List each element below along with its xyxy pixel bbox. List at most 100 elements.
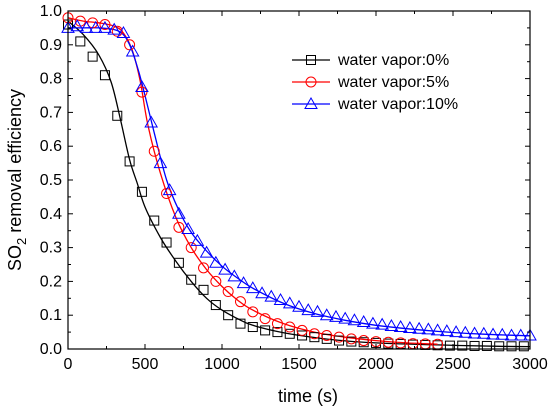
y-axis-title: SO2 removal efficiency [5,89,29,271]
legend-label-1: water vapor:5% [337,74,449,91]
series-2-point [375,317,390,330]
series-2-point [116,25,131,38]
legend-label-0: water vapor:0% [337,52,449,69]
x-tick-label: 0 [64,356,73,373]
series-0-point [247,322,258,333]
series-0-point [457,340,468,351]
series-2-point [172,206,186,219]
series-2-point [162,183,177,196]
series-2-point [347,313,362,326]
series-0-point [198,284,209,295]
series-0-point [444,340,455,351]
series-1-point [222,286,234,298]
series-2-point [144,115,159,128]
series-0-point [149,215,160,226]
y-axis-title-main: SO [5,245,25,271]
series-0-point [494,341,505,352]
series-2-point [236,276,251,289]
series-2-point [513,328,528,341]
y-tick-label: 0.3 [40,240,62,257]
series-0-point [506,341,517,352]
series-1-point [296,324,308,336]
x-axis-title: time (s) [278,386,338,406]
x-tick-label: 2500 [435,356,471,373]
legend-marker-0 [306,55,316,65]
fit-curves [67,17,531,348]
series-0-point [136,186,147,197]
series-2-point [486,327,500,340]
series-0-point [223,310,234,321]
series-0-point [309,332,320,343]
legend-marker-1 [305,76,317,88]
series-0-point [321,333,332,344]
series-1-point [395,337,407,349]
series-2-point [245,281,260,294]
y-axis-title-subscript: 2 [14,238,29,245]
y-tick-label: 0.1 [40,307,62,324]
y-tick-label: 0.9 [40,37,62,54]
series-1-point [321,329,333,341]
y-tick-label: 0.5 [40,172,62,189]
series-0-point [481,340,492,351]
series-2-point [356,314,371,327]
series-2-point [135,80,149,93]
data-markers [61,12,537,352]
x-tick-label: 1000 [204,356,240,373]
series-0-point [297,330,308,341]
series-0-point [173,257,184,268]
series-2-point [208,255,223,268]
y-axis-title-rest: removal efficiency [5,89,25,238]
series-1-point [247,306,259,318]
series-2-point [98,20,112,33]
series-2-point [393,320,408,333]
series-2-point [273,292,288,305]
series-1-point [271,318,283,330]
series-2-point [366,316,380,329]
series-0-point [161,237,172,248]
series-2-point [319,308,334,321]
series-1-point [345,333,357,345]
series-2-point [190,233,205,246]
y-tick-label: 1.0 [40,3,62,20]
series-1-point [136,86,148,98]
series-2-point [107,22,122,35]
series-1-point [161,188,173,200]
x-tick-label: 2000 [358,356,394,373]
series-2-point [199,245,214,258]
y-tick-label: 0.6 [40,138,62,155]
series-0-point [235,318,246,329]
series-1-point [284,321,296,333]
series-2-point [153,156,168,169]
series-2-point [384,319,399,332]
series-2-point [125,44,140,57]
series-0-point [124,156,135,167]
series-2-point [310,304,325,317]
series-2-point [79,20,94,33]
series-2-point [181,222,195,235]
x-tick-label: 500 [132,356,159,373]
series-2-point [467,326,482,339]
series-2-point [218,262,232,275]
y-tick-label: 0.2 [40,273,62,290]
series-2-point [458,325,473,338]
series-2-point [421,322,436,335]
series-1-point [185,242,197,254]
series-0-point [334,335,345,346]
series-0-point [210,300,221,311]
series-1-point [333,331,345,343]
series-0-point [87,51,98,62]
series-0-point [112,110,123,121]
series-1-point [99,19,111,31]
series-2-point [264,289,279,302]
series-2-point [504,328,519,341]
x-tick-label: 3000 [512,356,548,373]
series-1-point [111,25,123,37]
series-1-point [382,336,394,348]
series-2-point [476,326,491,339]
series-0-point [99,70,110,81]
series-2-point [292,299,306,312]
y-tick-label: 0.0 [40,341,62,358]
series-1-point [210,275,222,287]
legend-label-2: water vapor:10% [337,96,458,113]
series-1-point [173,221,185,233]
